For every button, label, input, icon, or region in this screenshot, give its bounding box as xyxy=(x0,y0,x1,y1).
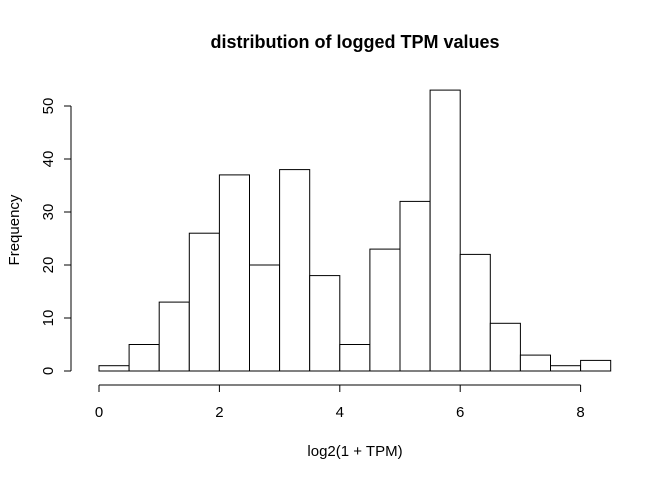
histogram-bar-10 xyxy=(399,200,431,372)
x-tick-label-1: 2 xyxy=(215,404,223,421)
histogram-bar-0 xyxy=(98,365,130,372)
histogram-bar-14 xyxy=(519,354,552,372)
histogram-bar-11 xyxy=(429,89,461,372)
histogram-bar-16 xyxy=(580,359,612,372)
histogram-bar-1 xyxy=(128,344,160,372)
y-tick-label-4: 40 xyxy=(40,151,57,168)
x-axis-label: log2(1 + TPM) xyxy=(307,443,402,460)
histogram-bars xyxy=(98,89,612,372)
x-axis: 0 2 4 6 8 xyxy=(95,384,585,421)
histogram-bar-13 xyxy=(489,322,521,372)
histogram-bar-12 xyxy=(459,253,491,372)
x-tick-label-3: 6 xyxy=(456,404,464,421)
y-tick-label-0: 0 xyxy=(40,367,57,375)
y-axis: 0 10 20 30 40 50 xyxy=(40,98,72,375)
histogram-bar-9 xyxy=(369,248,401,372)
y-axis-label: Frequency xyxy=(6,194,23,265)
histogram-bar-4 xyxy=(218,174,250,372)
x-tick-label-4: 8 xyxy=(576,404,584,421)
y-tick-label-3: 30 xyxy=(40,204,57,221)
histogram-bar-2 xyxy=(158,301,190,372)
y-tick-label-5: 50 xyxy=(40,98,57,115)
histogram-bar-6 xyxy=(279,169,311,372)
x-tick-label-2: 4 xyxy=(336,404,344,421)
histogram-bar-7 xyxy=(309,275,341,372)
chart-title: distribution of logged TPM values xyxy=(210,32,499,52)
histogram-bar-15 xyxy=(550,365,582,372)
x-tick-label-0: 0 xyxy=(95,404,103,421)
y-tick-label-1: 10 xyxy=(40,310,57,327)
histogram-bar-8 xyxy=(339,344,371,372)
histogram-bar-5 xyxy=(249,264,281,372)
histogram-bar-3 xyxy=(188,232,220,372)
y-tick-label-2: 20 xyxy=(40,257,57,274)
